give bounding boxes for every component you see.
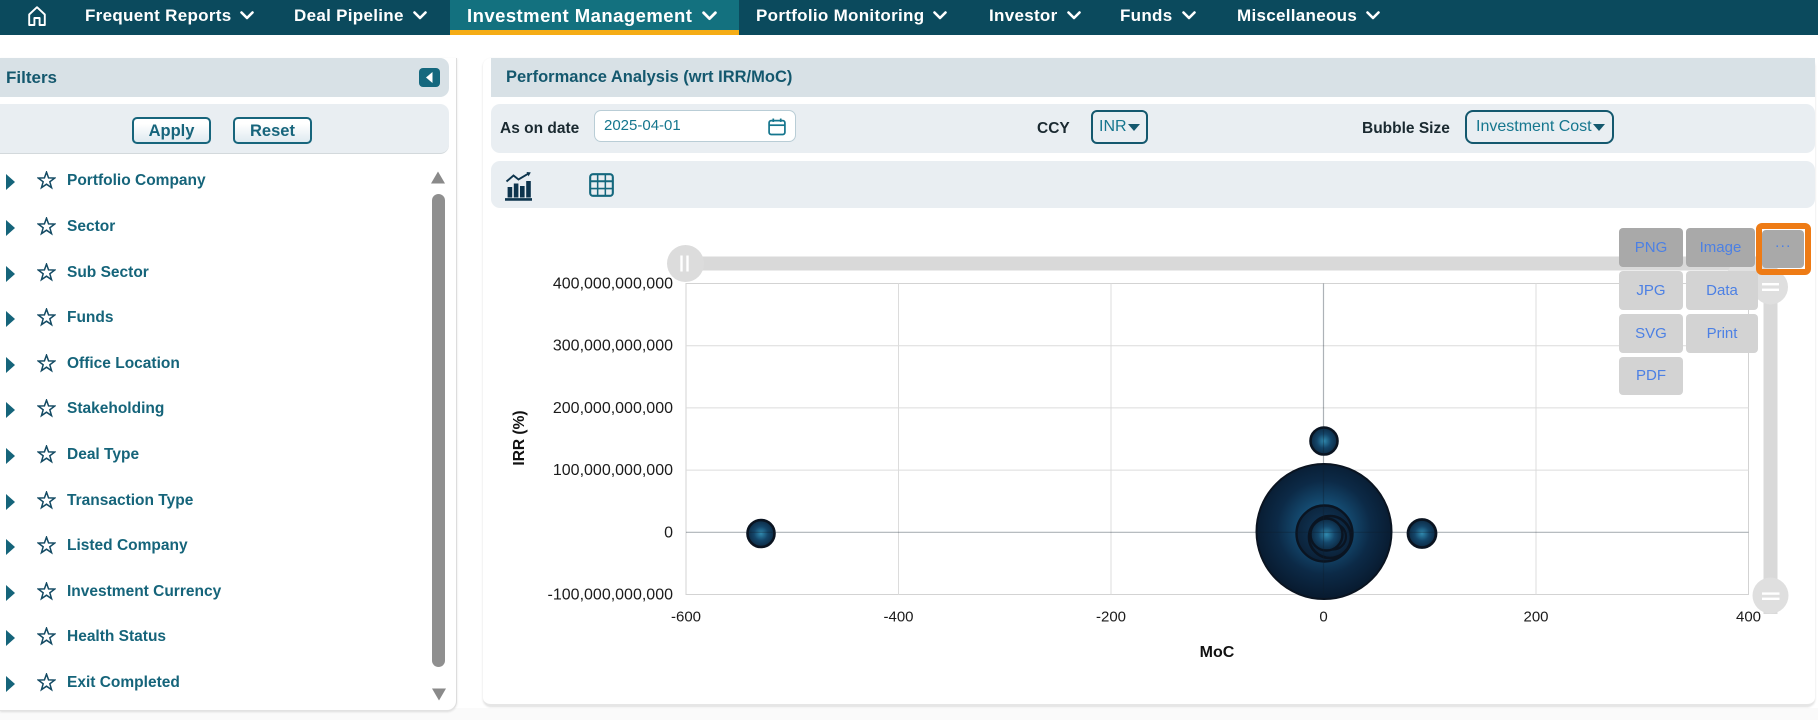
svg-text:200: 200 xyxy=(1523,609,1548,626)
svg-text:-200: -200 xyxy=(1096,609,1126,626)
svg-text:300,000,000,000: 300,000,000,000 xyxy=(553,338,673,355)
svg-text:0: 0 xyxy=(1319,609,1327,626)
svg-text:-100,000,000,000: -100,000,000,000 xyxy=(548,587,674,604)
svg-text:IRR (%): IRR (%) xyxy=(511,410,528,465)
svg-text:100,000,000,000: 100,000,000,000 xyxy=(553,462,673,479)
svg-text:200,000,000,000: 200,000,000,000 xyxy=(553,400,673,417)
svg-text:-400: -400 xyxy=(883,609,913,626)
svg-text:-600: -600 xyxy=(671,609,701,626)
svg-text:400,000,000,000: 400,000,000,000 xyxy=(553,276,673,293)
svg-text:400: 400 xyxy=(1736,609,1761,626)
svg-text:MoC: MoC xyxy=(1200,644,1235,661)
svg-text:0: 0 xyxy=(664,524,673,541)
